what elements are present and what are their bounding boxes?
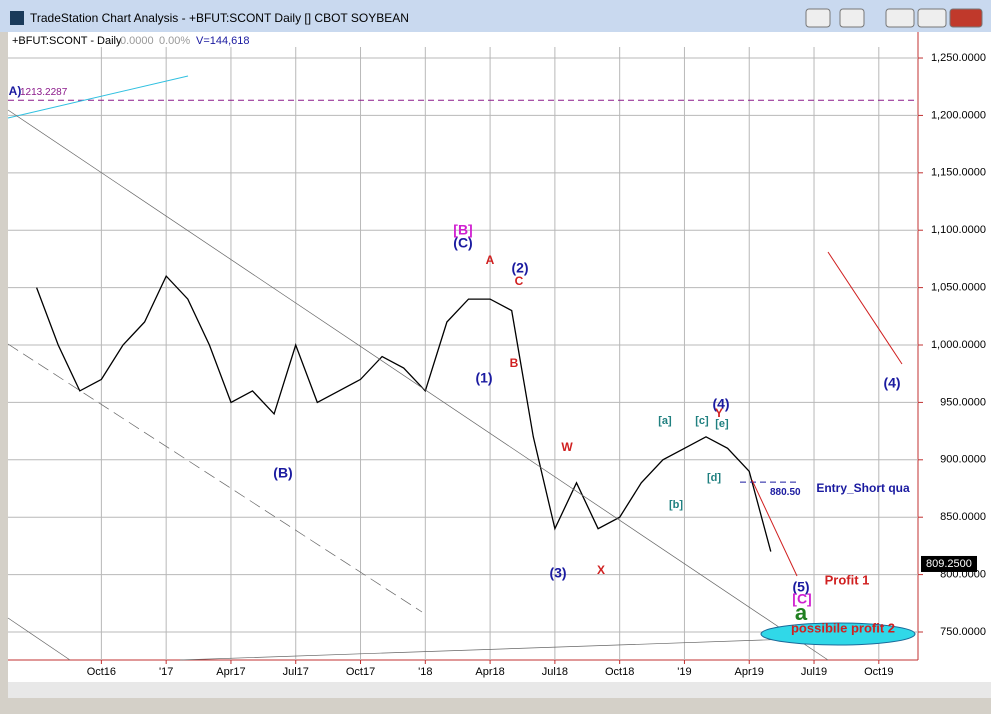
wave-label: [C]: [792, 591, 811, 607]
y-axis-area: [918, 32, 991, 660]
wave-label: X: [597, 563, 605, 577]
i-button[interactable]: [839, 8, 865, 28]
wave-label: A): [9, 84, 22, 98]
y-tick-label: 950.0000: [940, 396, 986, 408]
wave-label: (4): [883, 375, 900, 391]
trend-lines: [7, 75, 916, 661]
x-tick-label: Apr18: [475, 666, 504, 678]
x-tick-label: Oct16: [87, 666, 116, 678]
last-price-label: 809.2500: [926, 558, 972, 570]
x-tick-label: Oct17: [346, 666, 375, 678]
wave-label: C: [515, 274, 524, 288]
close-button[interactable]: [949, 8, 983, 28]
wave-label: possibile profit 2: [791, 620, 895, 635]
app-icon: [10, 11, 24, 25]
info-change: 0.0000: [120, 35, 154, 47]
info-change-pct: 0.00%: [159, 35, 190, 47]
y-tick-label: 850.0000: [940, 511, 986, 523]
info-symbol: +BFUT:SCONT - Daily: [12, 35, 122, 47]
wave-label: (1): [475, 370, 492, 386]
x-tick-label: Oct19: [864, 666, 893, 678]
x-tick-label: '17: [159, 666, 173, 678]
wave-label: (5): [792, 579, 809, 595]
status-bar: [8, 698, 991, 709]
plot-layer: [8, 47, 918, 660]
wave-label: [B]: [453, 222, 472, 238]
wave-label: [a]: [658, 415, 672, 427]
wave-label: Profit 1: [825, 572, 870, 587]
trend-line: [827, 251, 903, 365]
wave-label: [b]: [669, 499, 683, 511]
wave-label: [c]: [695, 415, 709, 427]
y-tick-label: 900.0000: [940, 454, 986, 466]
wave-label: B: [510, 356, 519, 370]
wave-label: a: [795, 600, 808, 625]
wave-label: W: [561, 440, 573, 454]
x-tick-label: Oct18: [605, 666, 634, 678]
wave-label: Entry_Short qua: [816, 481, 910, 495]
x-axis-area: [8, 660, 991, 682]
x-tick-label: Jul18: [542, 666, 568, 678]
wave-label: (4): [712, 396, 729, 412]
trend-line: [7, 617, 71, 661]
trend-line: [7, 75, 189, 119]
y-tick-label: 1,150.0000: [931, 167, 986, 179]
x-tick-label: '19: [677, 666, 691, 678]
wave-label: Y: [715, 406, 723, 420]
price-line: [35, 274, 772, 552]
wave-label: [e]: [715, 418, 729, 430]
scrollbar[interactable]: [8, 682, 991, 698]
wave-label: (C): [453, 235, 472, 251]
x-tick-label: Jul19: [801, 666, 827, 678]
s-button[interactable]: [805, 8, 831, 28]
target-zone: [760, 622, 916, 646]
x-tick-label: '18: [418, 666, 432, 678]
maximize-button[interactable]: [917, 8, 947, 28]
last-price-tag: [921, 555, 977, 572]
trend-line: [7, 343, 423, 613]
x-tick-label: Jul17: [283, 666, 309, 678]
x-tick-label: Apr19: [735, 666, 764, 678]
trend-line: [751, 479, 798, 577]
x-tick-label: Apr17: [216, 666, 245, 678]
info-volume: V=144,618: [196, 35, 250, 47]
y-tick-label: 1,200.0000: [931, 109, 986, 121]
wave-label: A: [486, 253, 495, 267]
wave-label: (B): [273, 465, 292, 481]
y-tick-label: 750.0000: [940, 626, 986, 638]
wave-label: (2): [511, 260, 528, 276]
y-tick-label: 1,100.0000: [931, 224, 986, 236]
level-label: 1213.2287: [20, 87, 68, 98]
y-tick-label: 1,250.0000: [931, 52, 986, 64]
window-title: TradeStation Chart Analysis - +BFUT:SCON…: [30, 11, 409, 25]
wave-label: (3): [549, 565, 566, 581]
y-tick-label: 1,050.0000: [931, 282, 986, 294]
annotation-layer: 1213.2287 880.50 A) [B](C) A (2)C B (1) (B) (4) (4…: [9, 84, 910, 635]
wave-label: [d]: [707, 472, 721, 484]
minimize-button[interactable]: [885, 8, 915, 28]
y-tick-label: 1,000.0000: [931, 339, 986, 351]
trend-line: [7, 109, 829, 661]
plot-area: [8, 32, 918, 660]
level-label: 880.50: [770, 487, 801, 498]
